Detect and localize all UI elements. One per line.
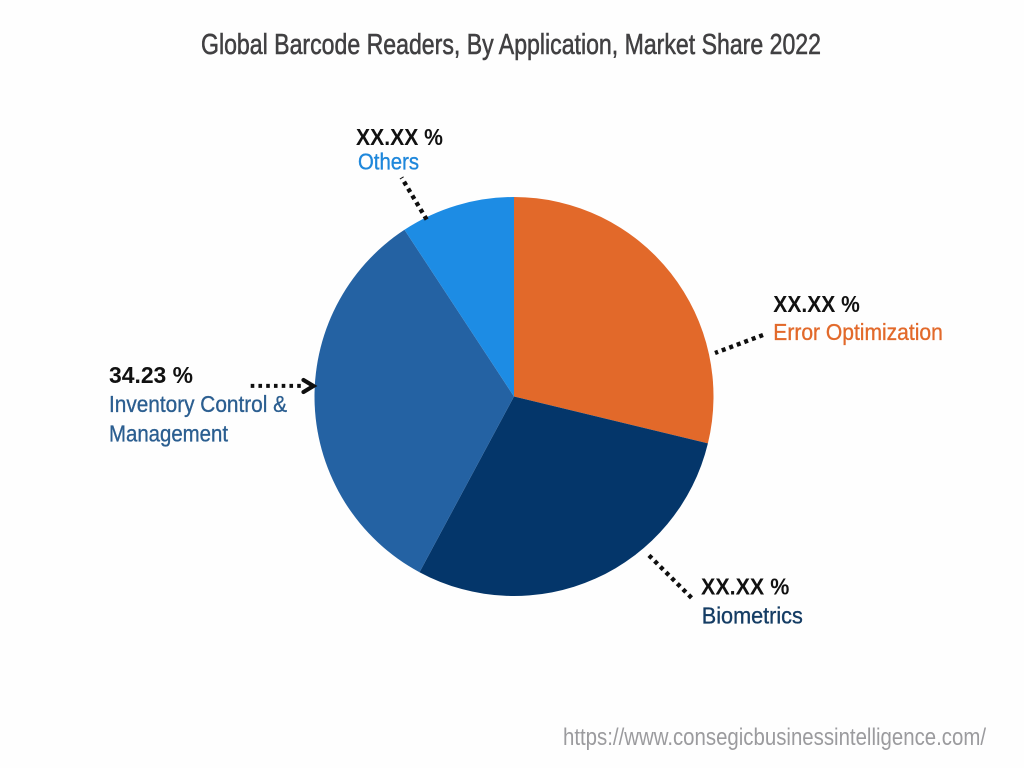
svg-text:Inventory Control &: Inventory Control & [109,391,287,417]
svg-text:Global Barcode Readers, By App: Global Barcode Readers, By Application, … [201,29,821,61]
svg-text:https://www.consegicbusinessin: https://www.consegicbusinessintelligence… [563,724,986,751]
svg-text:XX.XX %: XX.XX % [356,124,443,150]
svg-text:Management: Management [109,421,228,447]
svg-text:XX.XX %: XX.XX % [773,291,860,317]
svg-text:Error Optimization: Error Optimization [773,319,943,345]
svg-text:Others: Others [358,149,419,175]
svg-text:Biometrics: Biometrics [702,602,803,628]
svg-text:34.23 %: 34.23 % [109,362,193,388]
svg-text:XX.XX %: XX.XX % [701,574,789,600]
